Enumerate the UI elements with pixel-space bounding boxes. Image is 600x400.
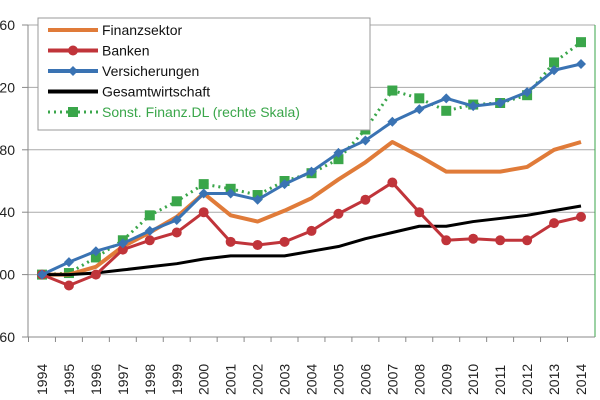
point-versicherungen	[117, 238, 128, 249]
x-tick-label: 2008	[411, 364, 427, 395]
point-versicherungen	[171, 215, 182, 225]
x-tick-label: 2012	[519, 364, 535, 395]
y-tick-label: 140	[0, 204, 15, 220]
legend-label-finanzsektor: Finanzsektor	[102, 22, 182, 38]
point-banken	[441, 235, 452, 246]
point-sonst-finanz-dl-rechte-skala	[144, 210, 155, 221]
point-banken	[468, 233, 479, 244]
point-versicherungen	[90, 246, 101, 257]
x-tick-label: 2003	[277, 364, 293, 395]
point-versicherungen	[63, 257, 74, 268]
x-tick-label: 2004	[304, 364, 320, 395]
point-versicherungen	[37, 269, 47, 280]
y-tick-label: 260	[0, 17, 15, 33]
point-banken	[360, 194, 371, 205]
point-banken	[225, 236, 236, 247]
point-sonst-finanz-dl-rechte-skala	[387, 85, 398, 96]
legend-marker	[68, 107, 78, 117]
legend-box	[37, 17, 371, 131]
x-tick-label: 2005	[330, 364, 346, 395]
x-tick-labels: 1994 1995 1996 1997 1998 1999 2000 2001 2002 2003…	[34, 364, 589, 395]
point-banken	[414, 207, 425, 218]
point-versicherungen	[387, 116, 398, 127]
legend-marker	[68, 45, 78, 56]
point-versicherungen	[522, 87, 533, 98]
point-banken	[198, 207, 209, 218]
legend-label-gesamtwirtschaft: Gesamtwirtschaft	[102, 84, 210, 100]
series-gesamtwirtschaft	[42, 204, 582, 277]
x-tick-label: 1999	[169, 364, 185, 395]
y-tick-label: 180	[0, 142, 15, 158]
point-banken	[522, 235, 533, 246]
point-banken	[171, 227, 182, 238]
point-sonst-finanz-dl-rechte-skala	[198, 179, 209, 190]
point-versicherungen	[360, 135, 371, 146]
y-tick-labels: 260 220 180 140 100 60	[0, 17, 15, 345]
point-banken	[387, 177, 398, 188]
x-tick-label: 2011	[492, 365, 508, 395]
point-sonst-finanz-dl-rechte-skala	[171, 196, 182, 207]
point-sonst-finanz-dl-rechte-skala	[549, 57, 560, 68]
point-versicherungen	[468, 101, 479, 112]
point-versicherungen	[306, 166, 317, 177]
point-banken	[63, 280, 74, 291]
point-sonst-finanz-dl-rechte-skala	[90, 252, 101, 263]
y-tick-label: 100	[0, 267, 15, 283]
x-tick-label: 1998	[142, 364, 158, 395]
x-tick-label: 2010	[465, 364, 481, 395]
legend: Finanzsektor Banken Versicherungen Gesamtwi…	[37, 17, 371, 131]
point-banken	[279, 236, 290, 247]
legend-label-banken: Banken	[102, 43, 149, 59]
point-versicherungen	[441, 93, 452, 104]
x-tick-label: 1996	[88, 364, 104, 395]
point-versicherungen	[549, 65, 560, 76]
point-versicherungen	[144, 225, 155, 236]
point-versicherungen	[252, 194, 263, 205]
point-banken	[333, 208, 344, 219]
series-lines	[37, 37, 586, 291]
legend-label-sonst-finanz-dl-rechte-skala: Sonst. Finanz.DL (rechte Skala)	[102, 104, 300, 120]
x-tick-label: 1994	[34, 364, 50, 395]
point-versicherungen	[333, 147, 344, 158]
legend-label-versicherungen: Versicherungen	[102, 63, 199, 79]
series-finanzsektor	[42, 140, 582, 277]
x-tick-label: 2007	[384, 364, 400, 395]
point-banken	[549, 218, 560, 229]
point-sonst-finanz-dl-rechte-skala	[441, 105, 452, 116]
point-banken	[306, 225, 317, 236]
x-tick-label: 1997	[115, 364, 131, 395]
x-tick-label: 1995	[61, 364, 77, 395]
x-tick-label: 2013	[546, 364, 562, 395]
point-banken	[576, 211, 586, 222]
x-tick-label: 2014	[573, 364, 589, 395]
x-tick-label: 2009	[438, 364, 454, 395]
point-versicherungen	[279, 179, 290, 190]
x-tick-label: 2002	[250, 364, 266, 395]
point-banken	[252, 239, 263, 250]
x-tick-label: 2006	[357, 364, 373, 395]
legend-marker	[68, 66, 78, 76]
point-versicherungen	[225, 188, 236, 199]
point-versicherungen	[495, 98, 506, 108]
point-versicherungen	[198, 188, 209, 199]
point-sonst-finanz-dl-rechte-skala	[576, 37, 586, 48]
x-tick-label: 2001	[223, 364, 239, 395]
point-versicherungen	[414, 104, 425, 115]
point-banken	[144, 235, 155, 246]
point-banken	[495, 235, 506, 246]
point-sonst-finanz-dl-rechte-skala	[333, 154, 344, 165]
point-sonst-finanz-dl-rechte-skala	[414, 93, 425, 104]
point-banken	[117, 244, 128, 255]
point-banken	[90, 269, 101, 280]
y-tick-label: 220	[0, 79, 15, 95]
point-versicherungen	[576, 59, 586, 69]
x-tick-label: 2000	[196, 364, 212, 395]
y-tick-label: 60	[0, 329, 15, 345]
